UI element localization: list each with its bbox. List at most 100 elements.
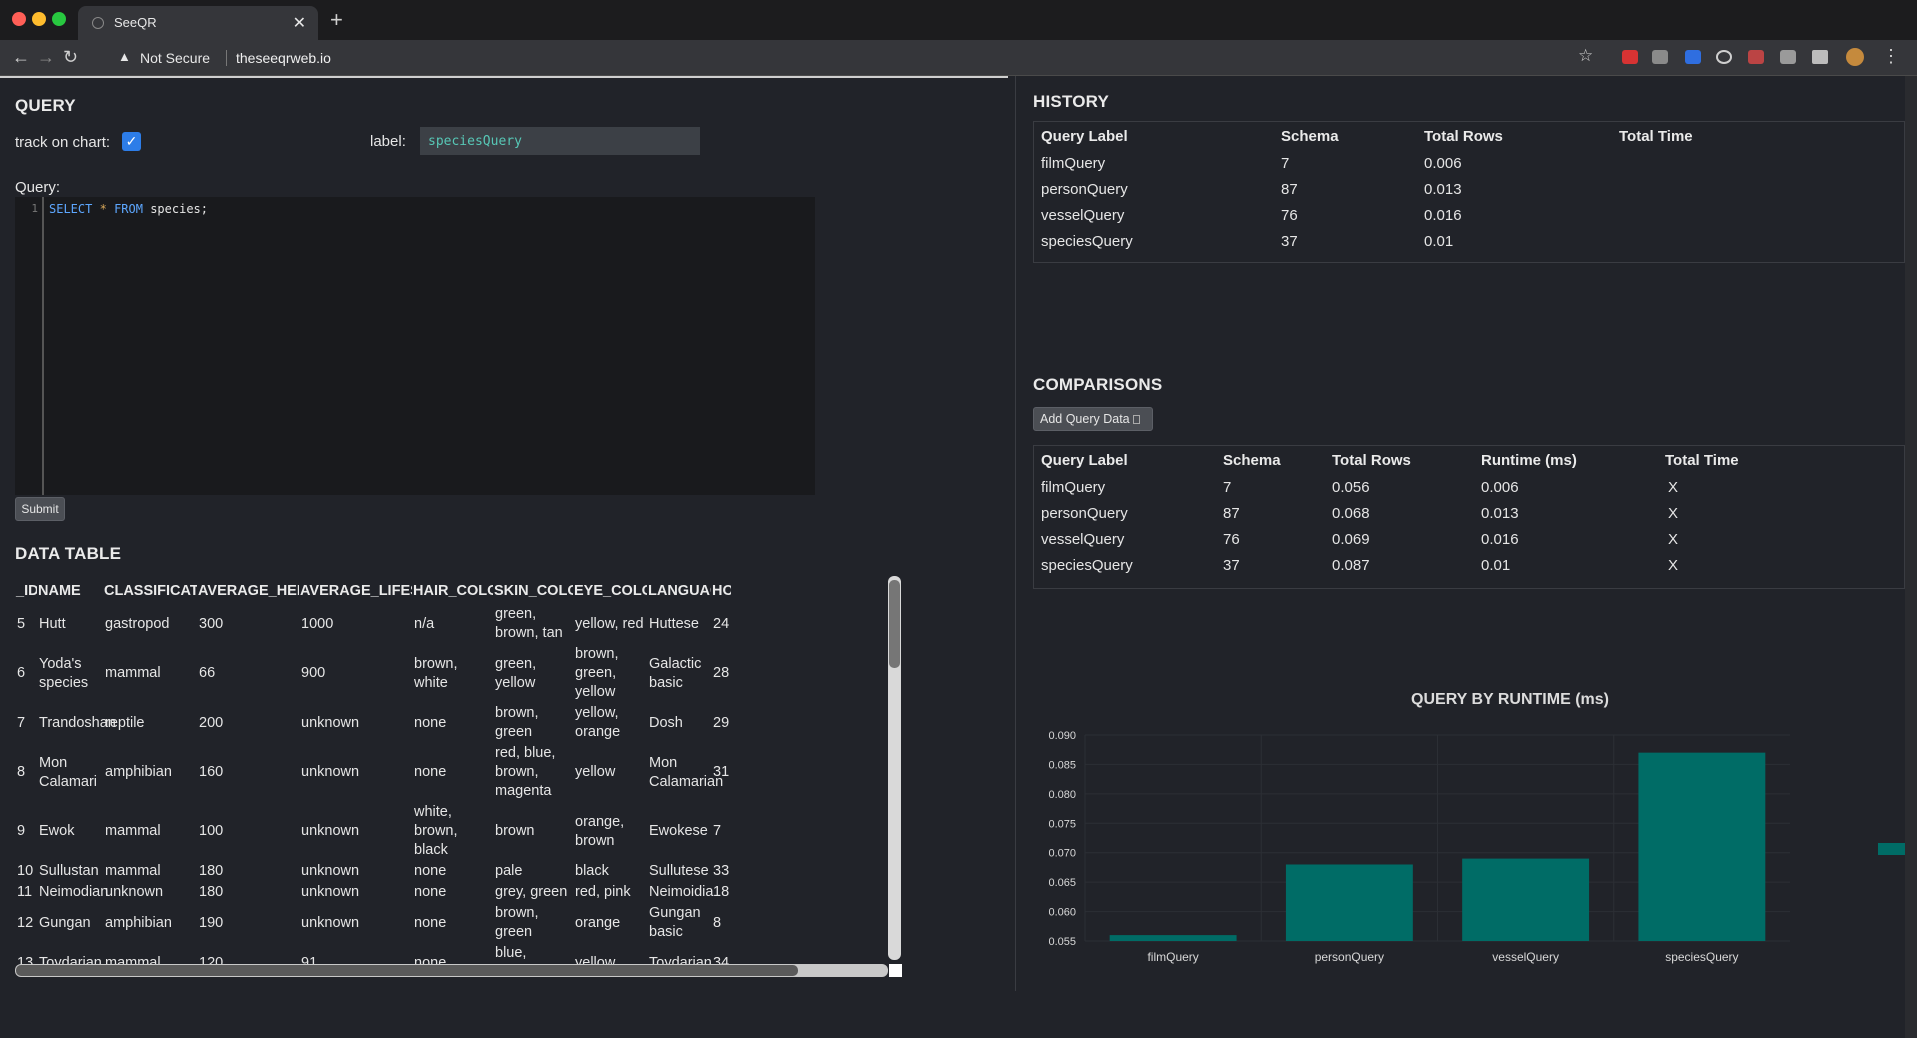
seeqr-app: QUERY track on chart: ✓ label: Query: 1 … bbox=[0, 76, 1908, 1038]
table-cell: 12 bbox=[17, 914, 34, 931]
page-scrollbar[interactable] bbox=[1905, 76, 1917, 1038]
data-table-vertical-scrollbar[interactable] bbox=[888, 576, 901, 960]
close-icon[interactable]: ✕ bbox=[292, 15, 306, 32]
table-cell: yellow bbox=[575, 954, 616, 966]
target-icon[interactable] bbox=[1716, 50, 1732, 64]
table-cell: unknown bbox=[301, 884, 360, 900]
reload-icon[interactable]: ↻ bbox=[63, 47, 79, 67]
table-row[interactable]: 12 Gungan amphibian 190 unknown none brown, gr… bbox=[15, 903, 731, 943]
table-row[interactable]: personQuery 87 0.013 bbox=[1034, 176, 1832, 202]
table-cell: 5 bbox=[17, 615, 26, 632]
table-row[interactable]: 10 Sullustan mammal 180 unknown none pale black… bbox=[15, 861, 731, 882]
label-field-label: label: bbox=[370, 133, 406, 150]
globe-icon bbox=[92, 17, 104, 29]
column-header: Query Label bbox=[1041, 451, 1128, 469]
puzzle-icon[interactable] bbox=[1812, 50, 1828, 64]
submit-button[interactable]: Submit bbox=[15, 497, 65, 521]
x-tick-label: personQuery bbox=[1315, 950, 1384, 964]
table-cell: none bbox=[414, 914, 447, 931]
vertical-scroll-thumb[interactable] bbox=[889, 580, 900, 668]
table-cell: Gungan basic bbox=[649, 905, 701, 940]
table-row[interactable]: 11 Neimodian unknown 180 unknown none grey, gr… bbox=[15, 882, 731, 903]
table-cell: 18 bbox=[713, 884, 730, 900]
query-section-title: QUERY bbox=[15, 96, 76, 115]
security-status[interactable]: Not Secure bbox=[140, 50, 211, 66]
remove-row-button[interactable]: X bbox=[1668, 504, 1679, 522]
table-row[interactable]: filmQuery 7 0.056 0.006 X bbox=[1034, 474, 1778, 500]
table-row[interactable]: speciesQuery 37 0.01 bbox=[1034, 228, 1832, 254]
extension-k-icon[interactable] bbox=[1780, 50, 1796, 64]
table-row[interactable]: personQuery 87 0.068 0.013 X bbox=[1034, 500, 1778, 526]
table-cell: 24 bbox=[713, 615, 730, 632]
table-cell bbox=[1612, 176, 1832, 202]
column-header: Total Time bbox=[1665, 451, 1739, 469]
data-table-horizontal-scrollbar[interactable] bbox=[15, 964, 888, 977]
browser-tab[interactable]: SeeQR ✕ bbox=[78, 6, 318, 40]
address-separator bbox=[226, 50, 227, 66]
menu-dots-icon[interactable]: ⋮ bbox=[1882, 46, 1900, 66]
y-tick-label: 0.070 bbox=[1048, 848, 1076, 860]
sql-code[interactable]: SELECT * FROM species; bbox=[49, 202, 208, 216]
close-window-button[interactable] bbox=[12, 12, 26, 26]
table-cell: orange, brown bbox=[575, 813, 625, 849]
video-extension-icon[interactable] bbox=[1685, 50, 1701, 64]
table-row[interactable]: 9 Ewok mammal 100 unknown white, brown, black… bbox=[15, 802, 731, 861]
table-cell: 91 bbox=[301, 954, 318, 966]
password-manager-icon[interactable] bbox=[1622, 50, 1638, 64]
add-query-data-button[interactable]: Add Query Data bbox=[1033, 407, 1153, 431]
table-row[interactable]: 5 Hutt gastropod 300 1000 n/a green, brown, ta… bbox=[15, 604, 731, 644]
maximize-window-button[interactable] bbox=[52, 12, 66, 26]
column-header: AVERAGE_LIFESPAN bbox=[300, 583, 412, 599]
table-row[interactable]: 8 Mon Calamari amphibian 160 unknown none red,… bbox=[15, 743, 731, 802]
table-row[interactable]: 7 Trandoshan reptile 200 unknown none brown, g… bbox=[15, 703, 731, 743]
bar-vesselQuery bbox=[1462, 858, 1590, 941]
table-cell: brown, green bbox=[495, 705, 539, 740]
line-number: 1 bbox=[31, 202, 38, 215]
new-tab-icon[interactable]: + bbox=[330, 7, 343, 32]
table-row[interactable]: vesselQuery 76 0.016 bbox=[1034, 202, 1832, 228]
table-cell: green, yellow bbox=[495, 655, 537, 691]
table-cell: personQuery bbox=[1041, 504, 1128, 522]
remove-row-button[interactable]: X bbox=[1668, 556, 1679, 574]
table-cell: vesselQuery bbox=[1041, 206, 1125, 224]
column-header: Schema bbox=[1281, 127, 1339, 145]
eyedropper-icon[interactable] bbox=[1748, 50, 1764, 64]
table-row[interactable]: 6 Yoda's species mammal 66 900 brown, white gr… bbox=[15, 644, 731, 703]
table-cell: 28 bbox=[713, 665, 730, 681]
track-on-chart-checkbox[interactable]: ✓ bbox=[122, 132, 141, 151]
table-cell: unknown bbox=[105, 884, 164, 900]
table-row[interactable]: speciesQuery 37 0.087 0.01 X bbox=[1034, 552, 1778, 578]
address-bar[interactable]: ▲ Not Secure theseeqrweb.io bbox=[108, 45, 1578, 71]
table-cell: 7 bbox=[1223, 478, 1232, 496]
table-cell: none bbox=[414, 764, 447, 780]
table-row[interactable]: vesselQuery 76 0.069 0.016 X bbox=[1034, 526, 1778, 552]
table-cell: 34 bbox=[713, 954, 730, 966]
horizontal-scroll-thumb[interactable] bbox=[16, 965, 798, 976]
pane-divider[interactable] bbox=[1015, 76, 1016, 991]
table-cell: unknown bbox=[301, 823, 360, 839]
remove-row-button[interactable]: X bbox=[1668, 530, 1679, 548]
column-header: HO bbox=[712, 583, 731, 599]
table-cell: orange bbox=[575, 914, 621, 931]
remove-row-button[interactable]: X bbox=[1668, 478, 1679, 496]
sql-editor[interactable]: 1 SELECT * FROM species; bbox=[15, 197, 815, 495]
table-row[interactable]: filmQuery 7 0.006 bbox=[1034, 150, 1832, 176]
bookmark-star-icon[interactable]: ☆ bbox=[1578, 46, 1594, 65]
back-arrow-icon[interactable]: ← bbox=[12, 47, 30, 67]
table-cell: 0.01 bbox=[1424, 232, 1454, 250]
table-cell: 160 bbox=[199, 764, 224, 780]
profile-avatar[interactable] bbox=[1846, 48, 1864, 66]
column-header: AVERAGE_HEIGHT bbox=[198, 583, 299, 599]
table-cell: 7 bbox=[713, 823, 722, 839]
query-label-input[interactable] bbox=[420, 127, 700, 155]
table-cell: white, brown, black bbox=[414, 804, 458, 858]
extension-icon[interactable] bbox=[1652, 50, 1668, 64]
table-cell: 37 bbox=[1223, 556, 1240, 574]
table-cell: brown, green bbox=[495, 905, 539, 940]
forward-arrow-icon[interactable]: → bbox=[37, 47, 55, 67]
minimize-window-button[interactable] bbox=[32, 12, 46, 26]
query-editor-label: Query: bbox=[15, 179, 61, 196]
url-text[interactable]: theseeqrweb.io bbox=[236, 50, 331, 66]
